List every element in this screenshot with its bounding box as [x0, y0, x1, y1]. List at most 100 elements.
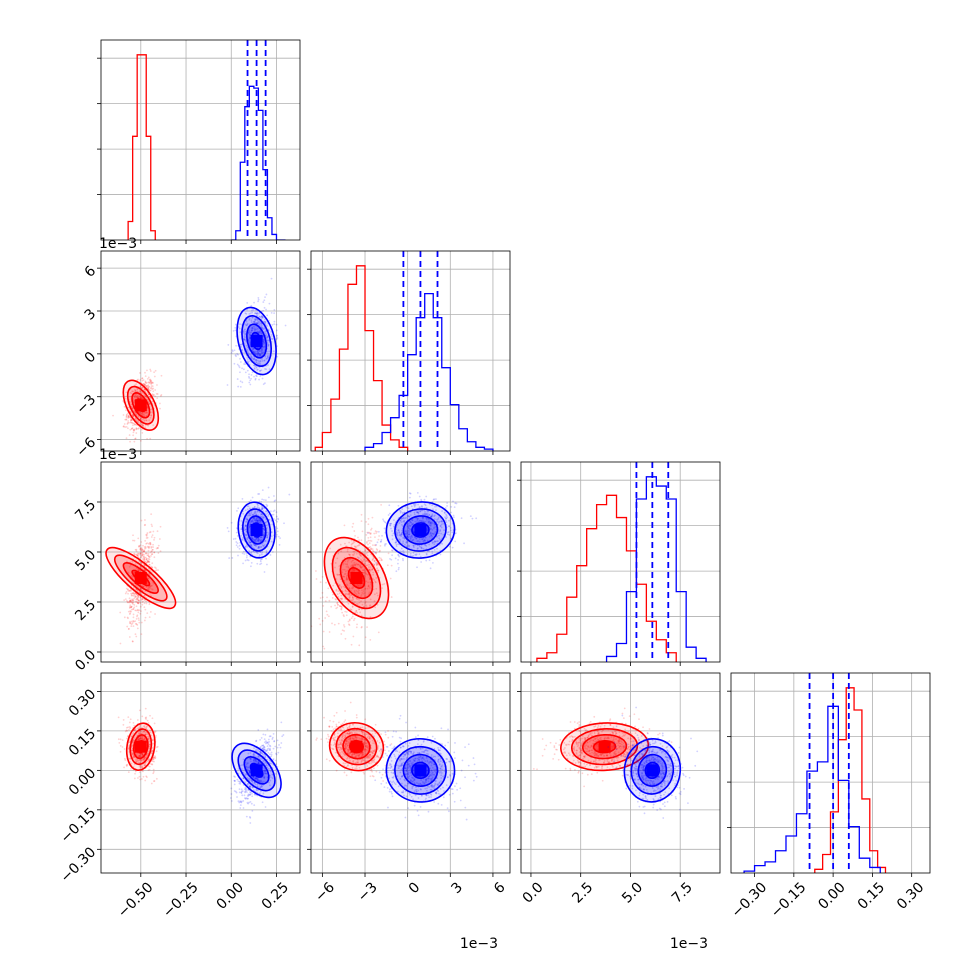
scatter-point	[445, 515, 448, 517]
scatter-point	[427, 518, 430, 521]
scatter-point	[230, 521, 233, 524]
scatter-point	[255, 517, 258, 520]
scatter-point	[358, 553, 361, 556]
scatter-point	[360, 566, 363, 569]
scatter-point	[367, 584, 370, 587]
scatter-point	[259, 539, 262, 542]
scatter-point	[249, 541, 252, 544]
scatter-point	[248, 540, 251, 543]
scatter-point	[367, 539, 370, 542]
scatter-point	[422, 520, 425, 523]
scatter-point	[137, 599, 140, 602]
scatter-point	[346, 593, 349, 596]
scatter-point	[352, 585, 354, 588]
scatter-point	[143, 598, 146, 601]
scatter-point	[141, 548, 144, 551]
scatter-point	[417, 511, 420, 514]
scatter-point	[140, 547, 143, 549]
scatter-point	[346, 584, 349, 587]
scatter-point	[428, 503, 431, 505]
scatter-point	[135, 635, 138, 638]
scatter-point	[408, 533, 410, 536]
scatter-point	[143, 726, 146, 729]
scatter-point	[124, 397, 127, 400]
scatter-point	[134, 389, 137, 392]
scatter-point	[360, 559, 363, 562]
scatter-point	[408, 544, 411, 547]
scatter-point	[144, 556, 147, 559]
scatter-point	[381, 534, 383, 537]
scatter-point	[129, 604, 132, 607]
scatter-point	[434, 526, 437, 528]
scatter-point	[124, 759, 127, 761]
scatter-point	[394, 541, 397, 544]
scatter-point	[446, 516, 449, 519]
scatter-point	[260, 332, 263, 335]
scatter-point	[369, 568, 371, 571]
scatter-point	[369, 598, 372, 601]
scatter-point	[139, 605, 142, 608]
scatter-point	[262, 527, 265, 530]
scatter-point	[251, 326, 254, 329]
scatter-point	[254, 520, 257, 522]
scatter-point	[144, 731, 147, 734]
scatter-point	[125, 415, 128, 418]
scatter-point	[337, 622, 340, 625]
scatter-point	[418, 544, 421, 547]
scatter-point	[331, 597, 334, 599]
scatter-point	[338, 573, 341, 576]
scatter-point	[445, 536, 447, 539]
scatter-point	[263, 342, 265, 345]
scatter-point	[268, 302, 271, 305]
scatter-point	[139, 395, 142, 398]
scatter-point	[119, 750, 122, 753]
scatter-point	[352, 522, 355, 525]
scatter-point	[367, 517, 370, 520]
scatter-point	[153, 756, 155, 759]
scatter-point	[262, 534, 265, 537]
scatter-point	[277, 517, 279, 520]
scatter-point	[416, 548, 419, 550]
scatter-point	[137, 754, 140, 757]
scatter-point	[403, 537, 406, 540]
scatter-point	[355, 626, 358, 629]
scatter-point	[141, 753, 144, 755]
scatter-point	[406, 540, 409, 543]
scatter-point	[127, 417, 130, 419]
scatter-point	[416, 566, 418, 569]
scatter-point	[129, 600, 132, 603]
scatter-point	[413, 511, 416, 514]
scatter-point	[431, 522, 434, 525]
scatter-point	[392, 519, 395, 522]
scatter-point	[432, 532, 434, 535]
scatter-point	[369, 533, 372, 536]
scatter-point	[453, 516, 455, 519]
scatter-point	[404, 517, 407, 520]
scatter-point	[143, 737, 146, 740]
scatter-point	[433, 543, 436, 546]
scatter-point	[261, 360, 264, 362]
scatter-point	[145, 381, 148, 384]
scatter-point	[250, 374, 253, 376]
scatter-point	[258, 519, 261, 522]
scatter-point	[406, 523, 409, 525]
scatter-point	[131, 414, 134, 417]
scatter-point	[395, 531, 398, 533]
scatter-point	[251, 349, 254, 352]
scatter-point	[133, 571, 135, 574]
scatter-point	[265, 557, 267, 560]
scatter-point	[409, 552, 412, 555]
scatter-point	[420, 519, 423, 522]
scatter-point	[123, 616, 126, 619]
scatter-point	[475, 517, 478, 520]
scatter-point	[138, 726, 141, 729]
scatter-point	[315, 578, 318, 580]
y-tick-label: 0	[82, 349, 100, 367]
scatter-point	[393, 523, 396, 526]
scatter-point	[425, 545, 428, 547]
scatter-point	[240, 528, 243, 530]
scatter-point	[262, 515, 265, 518]
scatter-point	[145, 552, 148, 555]
scatter-point	[354, 563, 357, 566]
scatter-point	[144, 375, 147, 378]
